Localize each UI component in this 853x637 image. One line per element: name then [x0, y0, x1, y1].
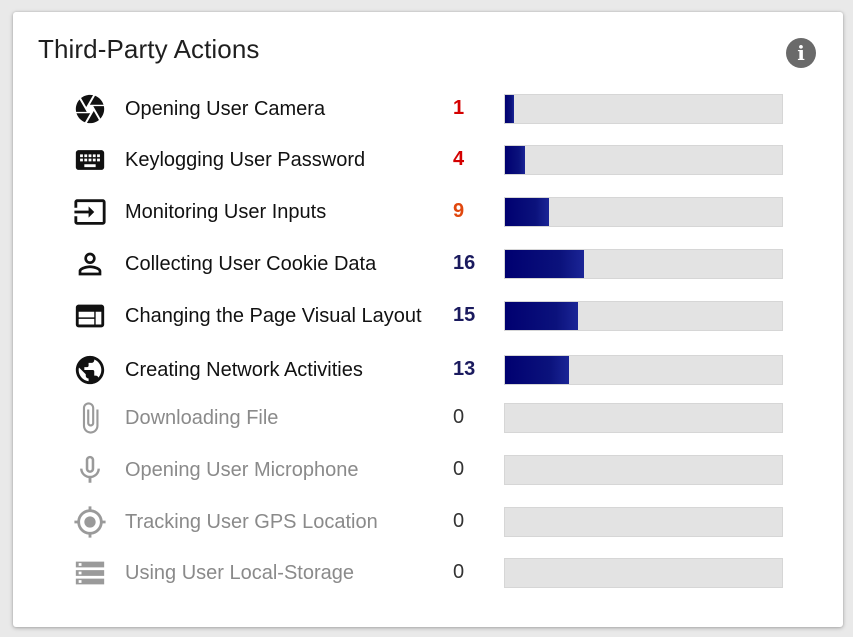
action-progress-fill — [505, 302, 579, 330]
action-count: 9 — [453, 200, 465, 222]
action-progress-bar — [504, 301, 783, 331]
action-label: Downloading File — [125, 407, 279, 429]
action-row-camera: Opening User Camera 1 — [13, 92, 843, 126]
action-progress-bar — [504, 455, 783, 485]
storage-icon — [73, 556, 107, 590]
action-label: Keylogging User Password — [125, 149, 366, 171]
microphone-icon — [73, 453, 107, 487]
action-row-monitoring-inputs: Monitoring User Inputs 9 — [13, 195, 843, 229]
action-progress-bar — [504, 558, 783, 588]
action-row-network: Creating Network Activities 13 — [13, 353, 843, 387]
action-label: Collecting User Cookie Data — [125, 253, 377, 275]
action-label: Using User Local-Storage — [125, 562, 354, 584]
person-icon — [73, 247, 107, 281]
action-label: Creating Network Activities — [125, 359, 363, 381]
web-layout-icon — [73, 299, 107, 333]
camera-aperture-icon — [73, 92, 107, 126]
action-progress-fill — [505, 250, 584, 278]
action-count: 0 — [453, 561, 465, 583]
info-icon[interactable]: i — [786, 38, 816, 68]
action-progress-bar — [504, 355, 783, 385]
action-label: Changing the Page Visual Layout — [125, 305, 422, 327]
action-row-microphone: Opening User Microphone 0 — [13, 453, 843, 487]
action-count: 4 — [453, 148, 465, 170]
action-row-cookie-data: Collecting User Cookie Data 16 — [13, 247, 843, 281]
paperclip-icon — [73, 401, 107, 435]
action-row-visual-layout: Changing the Page Visual Layout 15 — [13, 299, 843, 333]
action-progress-fill — [505, 356, 569, 384]
action-progress-fill — [505, 146, 525, 174]
action-count: 16 — [453, 252, 476, 274]
action-count: 0 — [453, 510, 465, 532]
action-label: Opening User Camera — [125, 98, 326, 120]
action-progress-bar — [504, 249, 783, 279]
input-icon — [73, 195, 107, 229]
card-title: Third-Party Actions — [38, 34, 260, 64]
action-progress-bar — [504, 197, 783, 227]
third-party-actions-card: Third-Party Actions i Opening User Camer… — [13, 12, 843, 627]
action-progress-bar — [504, 94, 783, 124]
action-progress-bar — [504, 403, 783, 433]
action-label: Monitoring User Inputs — [125, 201, 327, 223]
action-row-downloading: Downloading File 0 — [13, 401, 843, 435]
action-count: 1 — [453, 97, 465, 119]
action-progress-bar — [504, 507, 783, 537]
action-progress-bar — [504, 145, 783, 175]
action-count: 0 — [453, 406, 465, 428]
keyboard-icon — [73, 143, 107, 177]
action-progress-fill — [505, 95, 515, 123]
action-progress-fill — [505, 198, 550, 226]
gps-fixed-icon — [73, 505, 107, 539]
action-row-gps: Tracking User GPS Location 0 — [13, 505, 843, 539]
action-row-local-storage: Using User Local-Storage 0 — [13, 556, 843, 590]
action-label: Tracking User GPS Location — [125, 511, 378, 533]
action-count: 15 — [453, 304, 476, 326]
globe-icon — [73, 353, 107, 387]
action-label: Opening User Microphone — [125, 459, 359, 481]
action-count: 13 — [453, 358, 476, 380]
action-row-keylogging: Keylogging User Password 4 — [13, 143, 843, 177]
action-count: 0 — [453, 458, 465, 480]
